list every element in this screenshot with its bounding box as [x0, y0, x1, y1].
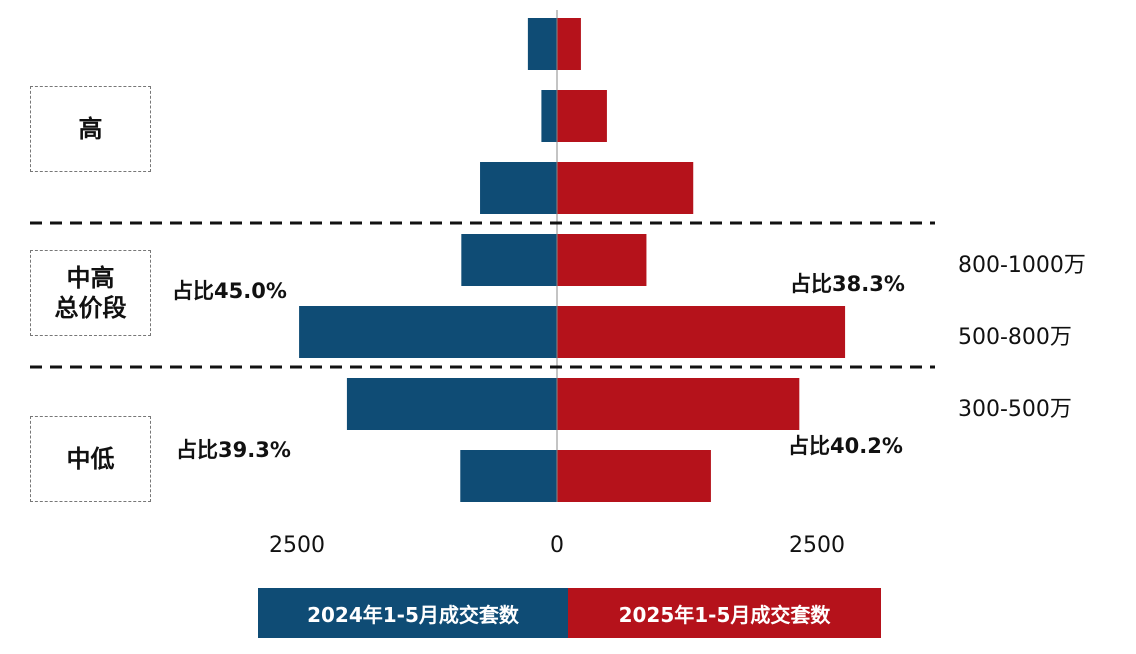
segment-box-mid-high: 中高 总价段 [30, 250, 151, 336]
share-2025-mid-high: 占比38.3% [790, 272, 905, 296]
segment-label: 中高 [66, 264, 115, 292]
x-tick-label: 2500 [269, 533, 325, 558]
bar-2024 [541, 90, 557, 142]
bar-2025 [557, 90, 607, 142]
price-range-label: 300-500万 [958, 397, 1072, 422]
share-2025-mid-low: 占比40.2% [788, 434, 903, 458]
segment-label: 高 [78, 115, 103, 143]
bar-2025 [557, 306, 846, 358]
x-tick-label: 2500 [789, 533, 845, 558]
bar-2024 [299, 306, 557, 358]
bar-2024 [527, 18, 557, 70]
bar-2025 [557, 234, 647, 286]
bar-2024 [461, 234, 557, 286]
bar-2025 [557, 162, 694, 214]
bar-2025 [557, 450, 711, 502]
bar-2024 [480, 162, 557, 214]
x-tick-label: 0 [550, 533, 564, 558]
price-range-label: 800-1000万 [958, 253, 1086, 278]
price-range-label: 500-800万 [958, 325, 1072, 350]
segment-label: 中低 [66, 445, 115, 473]
bar-2024 [346, 378, 557, 430]
bar-2025 [557, 18, 581, 70]
bar-2024 [460, 450, 557, 502]
share-2024-mid-high: 占比45.0% [172, 279, 287, 303]
segment-box-mid-low: 中低 [30, 416, 151, 502]
legend-2024: 2024年1-5月成交套数 [258, 588, 568, 638]
share-2024-mid-low: 占比39.3% [176, 438, 291, 462]
bar-2025 [557, 378, 800, 430]
legend-2025: 2025年1-5月成交套数 [568, 588, 881, 638]
segment-label: 总价段 [54, 294, 127, 322]
segment-box-high: 高 [30, 86, 151, 172]
